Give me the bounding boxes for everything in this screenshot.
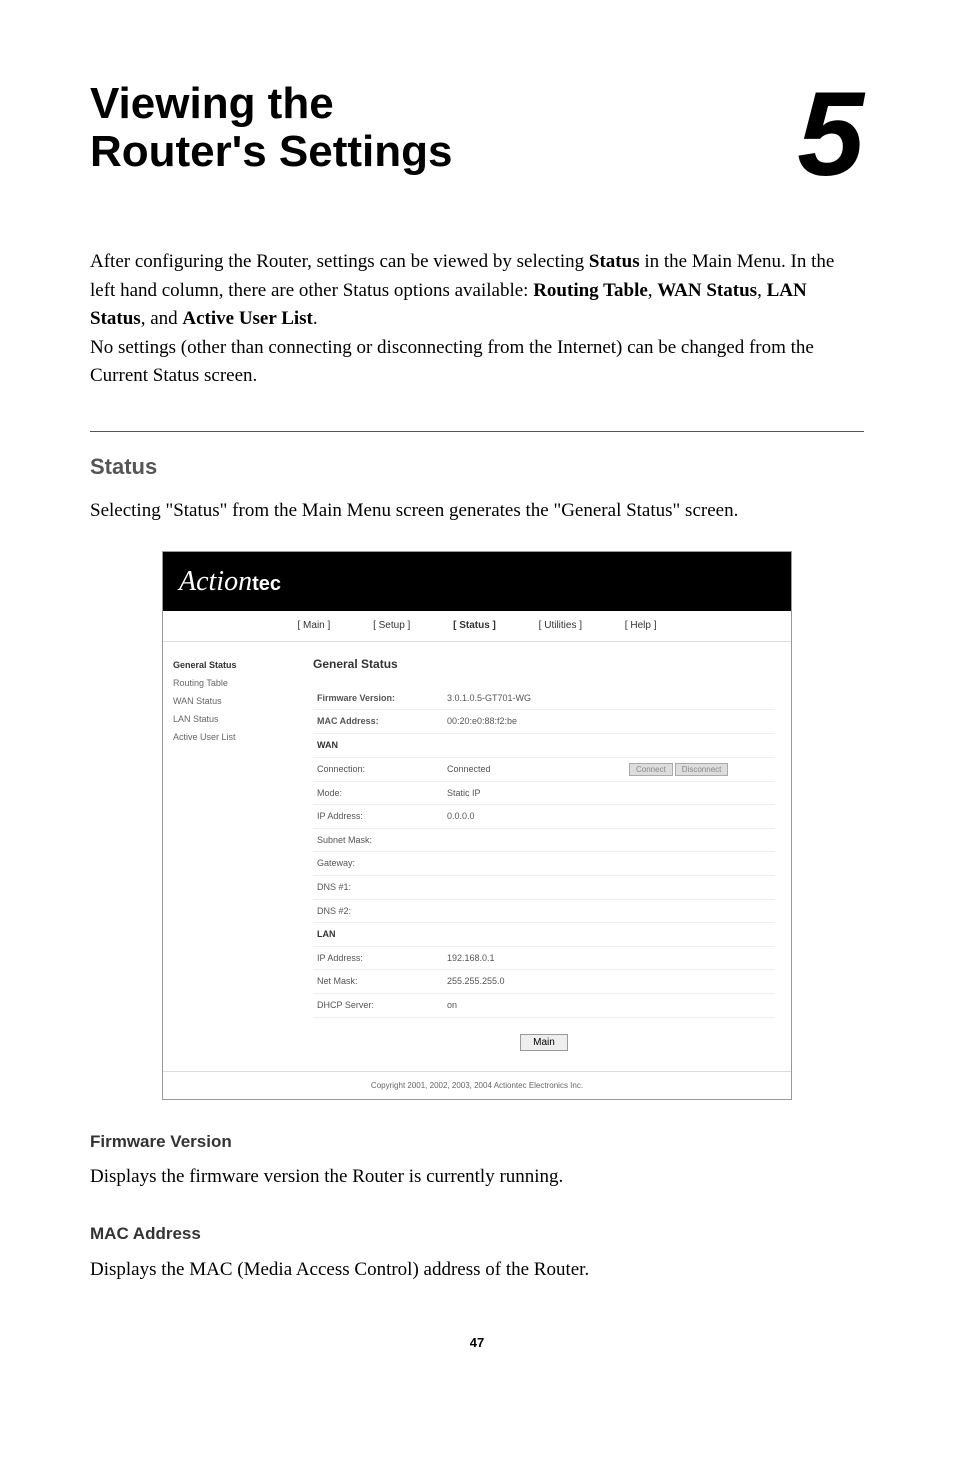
firmware-version-heading: Firmware Version xyxy=(90,1130,864,1154)
chapter-header: Viewing the Router's Settings 5 xyxy=(90,80,864,188)
status-section-title: Status xyxy=(90,452,864,483)
mode-label: Mode: xyxy=(313,781,443,805)
disconnect-button[interactable]: Disconnect xyxy=(675,763,729,776)
subnet-row: Subnet Mask: xyxy=(313,828,775,852)
status-keyword: Status xyxy=(589,251,640,272)
sep: , xyxy=(648,280,658,301)
subnet-label: Subnet Mask: xyxy=(313,828,443,852)
fw-value: 3.0.1.0.5-GT701-WG xyxy=(443,687,625,710)
dhcp-label: DHCP Server: xyxy=(313,993,443,1017)
main-button-row: Main xyxy=(313,1018,775,1051)
sidebar-routing-table[interactable]: Routing Table xyxy=(173,674,293,692)
dhcp-row: DHCP Server:on xyxy=(313,993,775,1017)
subnet-value xyxy=(443,828,625,852)
gateway-row: Gateway: xyxy=(313,852,775,876)
copyright-row: Copyright 2001, 2002, 2003, 2004 Actiont… xyxy=(163,1071,791,1099)
mac-address-heading: MAC Address xyxy=(90,1222,864,1246)
brand-script: Action xyxy=(179,566,252,597)
dns2-label: DNS #2: xyxy=(313,899,443,923)
sep: , xyxy=(757,280,767,301)
nav-main[interactable]: [ Main ] xyxy=(298,619,331,633)
mac-post: (Media Access Control) address of the Ro… xyxy=(233,1259,590,1280)
dns1-label: DNS #1: xyxy=(313,875,443,899)
mode-row: Mode:Static IP xyxy=(313,781,775,805)
lan-ip-label: IP Address: xyxy=(313,946,443,970)
ip-label: IP Address: xyxy=(313,805,443,829)
nav-help[interactable]: [ Help ] xyxy=(625,619,657,633)
netmask-value: 255.255.255.0 xyxy=(443,970,625,994)
netmask-label: Net Mask: xyxy=(313,970,443,994)
connect-button[interactable]: Connect xyxy=(629,763,673,776)
sep: , and xyxy=(141,308,183,329)
lan-header-row: LAN xyxy=(313,923,775,947)
fw-label: Firmware Version: xyxy=(313,687,443,710)
connection-label: Connection: xyxy=(313,757,443,781)
dns1-value xyxy=(443,875,625,899)
sidebar-active-user[interactable]: Active User List xyxy=(173,728,293,746)
sidebar: General Status Routing Table WAN Status … xyxy=(163,642,303,1071)
mac-address-para: Displays the MAC (Media Access Control) … xyxy=(90,1256,864,1285)
mac-label: MAC Address: xyxy=(313,710,443,734)
lan-ip-value: 192.168.0.1 xyxy=(443,946,625,970)
dhcp-value: on xyxy=(443,993,625,1017)
main-button[interactable]: Main xyxy=(520,1034,568,1051)
wan-header: WAN xyxy=(313,733,775,757)
connection-row: Connection:Connected ConnectDisconnect xyxy=(313,757,775,781)
content-area: General Status Routing Table WAN Status … xyxy=(163,641,791,1071)
main-panel: General Status Firmware Version:3.0.1.0.… xyxy=(303,642,791,1071)
ip-value: 0.0.0.0 xyxy=(443,805,625,829)
mac-pre: Displays the xyxy=(90,1259,189,1280)
mac-row: MAC Address:00:20:e0:88:f2:be xyxy=(313,710,775,734)
sidebar-general-status[interactable]: General Status xyxy=(173,656,293,674)
title-line-1: Viewing the xyxy=(90,79,334,128)
chapter-number: 5 xyxy=(797,80,864,188)
nav-status[interactable]: [ Status ] xyxy=(453,619,496,633)
intro-paragraph: After configuring the Router, settings c… xyxy=(90,248,864,391)
nav-setup[interactable]: [ Setup ] xyxy=(373,619,410,633)
lan-ip-row: IP Address:192.168.0.1 xyxy=(313,946,775,970)
title-line-2: Router's Settings xyxy=(90,127,453,176)
wan-header-row: WAN xyxy=(313,733,775,757)
gateway-label: Gateway: xyxy=(313,852,443,876)
chapter-title: Viewing the Router's Settings xyxy=(90,80,453,177)
mac-value: 00:20:e0:88:f2:be xyxy=(443,710,625,734)
netmask-row: Net Mask:255.255.255.0 xyxy=(313,970,775,994)
sidebar-wan-status[interactable]: WAN Status xyxy=(173,692,293,710)
routing-keyword: Routing Table xyxy=(533,280,648,301)
dns2-value xyxy=(443,899,625,923)
ip-row: IP Address:0.0.0.0 xyxy=(313,805,775,829)
mode-value: Static IP xyxy=(443,781,625,805)
fw-row: Firmware Version:3.0.1.0.5-GT701-WG xyxy=(313,687,775,710)
status-section-para: Selecting "Status" from the Main Menu sc… xyxy=(90,497,864,526)
mac-smallcaps: MAC xyxy=(189,1259,232,1280)
intro-text-3: No settings (other than connecting or di… xyxy=(90,337,814,387)
router-screenshot: Actiontec [ Main ] [ Setup ] [ Status ] … xyxy=(162,551,792,1100)
brand-tec: tec xyxy=(252,573,281,595)
gateway-value xyxy=(443,852,625,876)
sidebar-lan-status[interactable]: LAN Status xyxy=(173,710,293,728)
dns2-row: DNS #2: xyxy=(313,899,775,923)
dns1-row: DNS #1: xyxy=(313,875,775,899)
lan-header: LAN xyxy=(313,923,775,947)
nav-row: [ Main ] [ Setup ] [ Status ] [ Utilitie… xyxy=(163,611,791,641)
page-number: 47 xyxy=(90,1334,864,1352)
connection-value: Connected xyxy=(443,757,625,781)
panel-title: General Status xyxy=(313,656,775,673)
intro-text-1: After configuring the Router, settings c… xyxy=(90,251,589,272)
wan-keyword: WAN Status xyxy=(657,280,757,301)
active-keyword: Active User List xyxy=(182,308,313,329)
section-divider xyxy=(90,431,864,432)
status-table: Firmware Version:3.0.1.0.5-GT701-WG MAC … xyxy=(313,687,775,1018)
nav-utilities[interactable]: [ Utilities ] xyxy=(539,619,582,633)
sep: . xyxy=(313,308,318,329)
brand-logo: Actiontec xyxy=(179,566,281,597)
firmware-version-para: Displays the firmware version the Router… xyxy=(90,1163,864,1192)
brand-bar: Actiontec xyxy=(163,552,791,611)
